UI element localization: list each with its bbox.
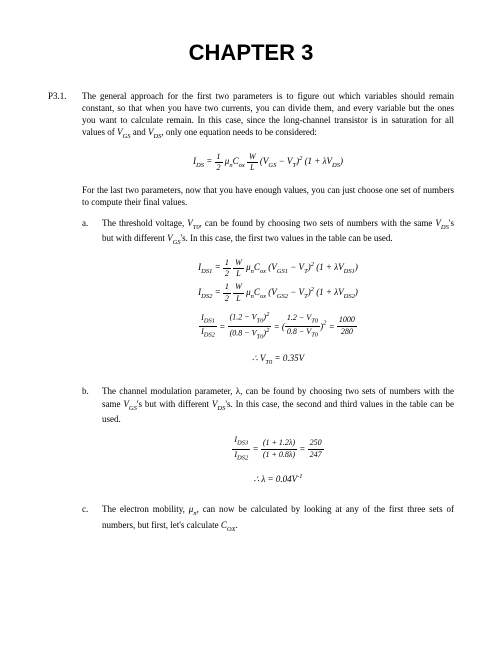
part-b-text: The channel modulation parameter, λ, can… xyxy=(102,385,454,425)
problem-block: P3.1. The general approach for the first… xyxy=(48,90,454,549)
intro-paragraph: The general approach for the first two p… xyxy=(82,90,454,142)
part-b-result: ∴ λ = 0.04V-1 xyxy=(102,473,454,485)
part-b-equations: IDS3IDS2 = (1 + 1.2λ)(1 + 0.8λ) = 250247 xyxy=(102,435,454,463)
part-body: The channel modulation parameter, λ, can… xyxy=(102,385,454,497)
part-letter: a. xyxy=(82,217,94,380)
part-a-equations: IDS1 = 12 WL μnCox (VGS1 − VT)2 (1 + λVD… xyxy=(102,258,454,342)
part-letter: b. xyxy=(82,385,94,497)
main-equation: IDS = 12 μnCox WL (VGS − VT)2 (1 + λVDS) xyxy=(82,152,454,175)
part-a-result: ∴ VT0 = 0.35V xyxy=(102,352,454,368)
problem-number: P3.1. xyxy=(48,90,74,549)
part-body: The electron mobility, μn, can now be ca… xyxy=(102,503,454,542)
part-letter: c. xyxy=(82,503,94,542)
chapter-title: CHAPTER 3 xyxy=(48,38,454,68)
part-b: b. The channel modulation parameter, λ, … xyxy=(82,385,454,497)
part-body: The threshold voltage, VT0, can be found… xyxy=(102,217,454,380)
part-c: c. The electron mobility, μn, can now be… xyxy=(82,503,454,542)
part-c-text: The electron mobility, μn, can now be ca… xyxy=(102,503,454,534)
second-paragraph: For the last two parameters, now that yo… xyxy=(82,184,454,208)
problem-body: The general approach for the first two p… xyxy=(82,90,454,549)
part-a-text: The threshold voltage, VT0, can be found… xyxy=(102,217,454,248)
part-a: a. The threshold voltage, VT0, can be fo… xyxy=(82,217,454,380)
